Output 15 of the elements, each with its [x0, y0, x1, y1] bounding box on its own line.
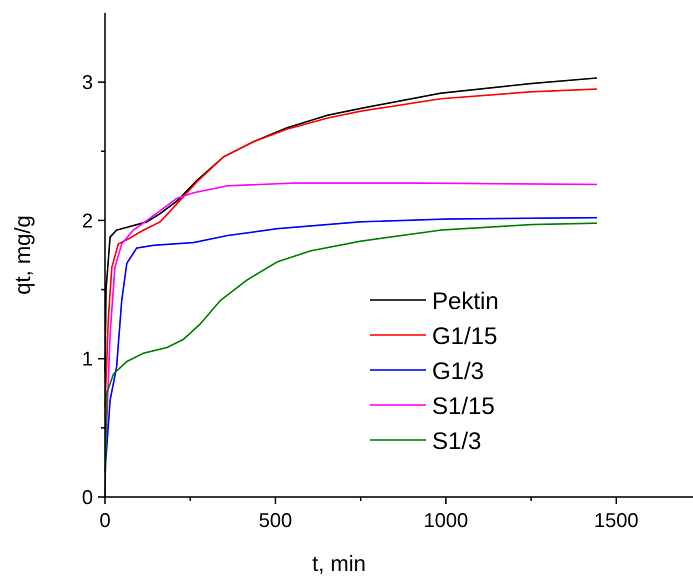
- y-tick-label: 0: [82, 487, 93, 509]
- legend-label: S1/15: [432, 393, 495, 420]
- legend-label: G1/15: [432, 323, 498, 350]
- legend-label: Pektin: [432, 288, 499, 315]
- x-axis-title: t, min: [312, 551, 366, 576]
- x-tick-label: 0: [99, 510, 111, 532]
- y-tick-label: 3: [82, 72, 93, 94]
- x-tick-label: 1000: [424, 510, 468, 532]
- x-tick-label: 1500: [594, 510, 639, 532]
- y-axis-title: qt, mg/g: [10, 215, 35, 295]
- legend-label: S1/3: [432, 428, 482, 455]
- y-tick-label: 1: [82, 348, 93, 371]
- y-tick-label: 2: [82, 210, 93, 232]
- x-tick-label: 500: [258, 510, 292, 532]
- legend-label: G1/3: [432, 358, 484, 385]
